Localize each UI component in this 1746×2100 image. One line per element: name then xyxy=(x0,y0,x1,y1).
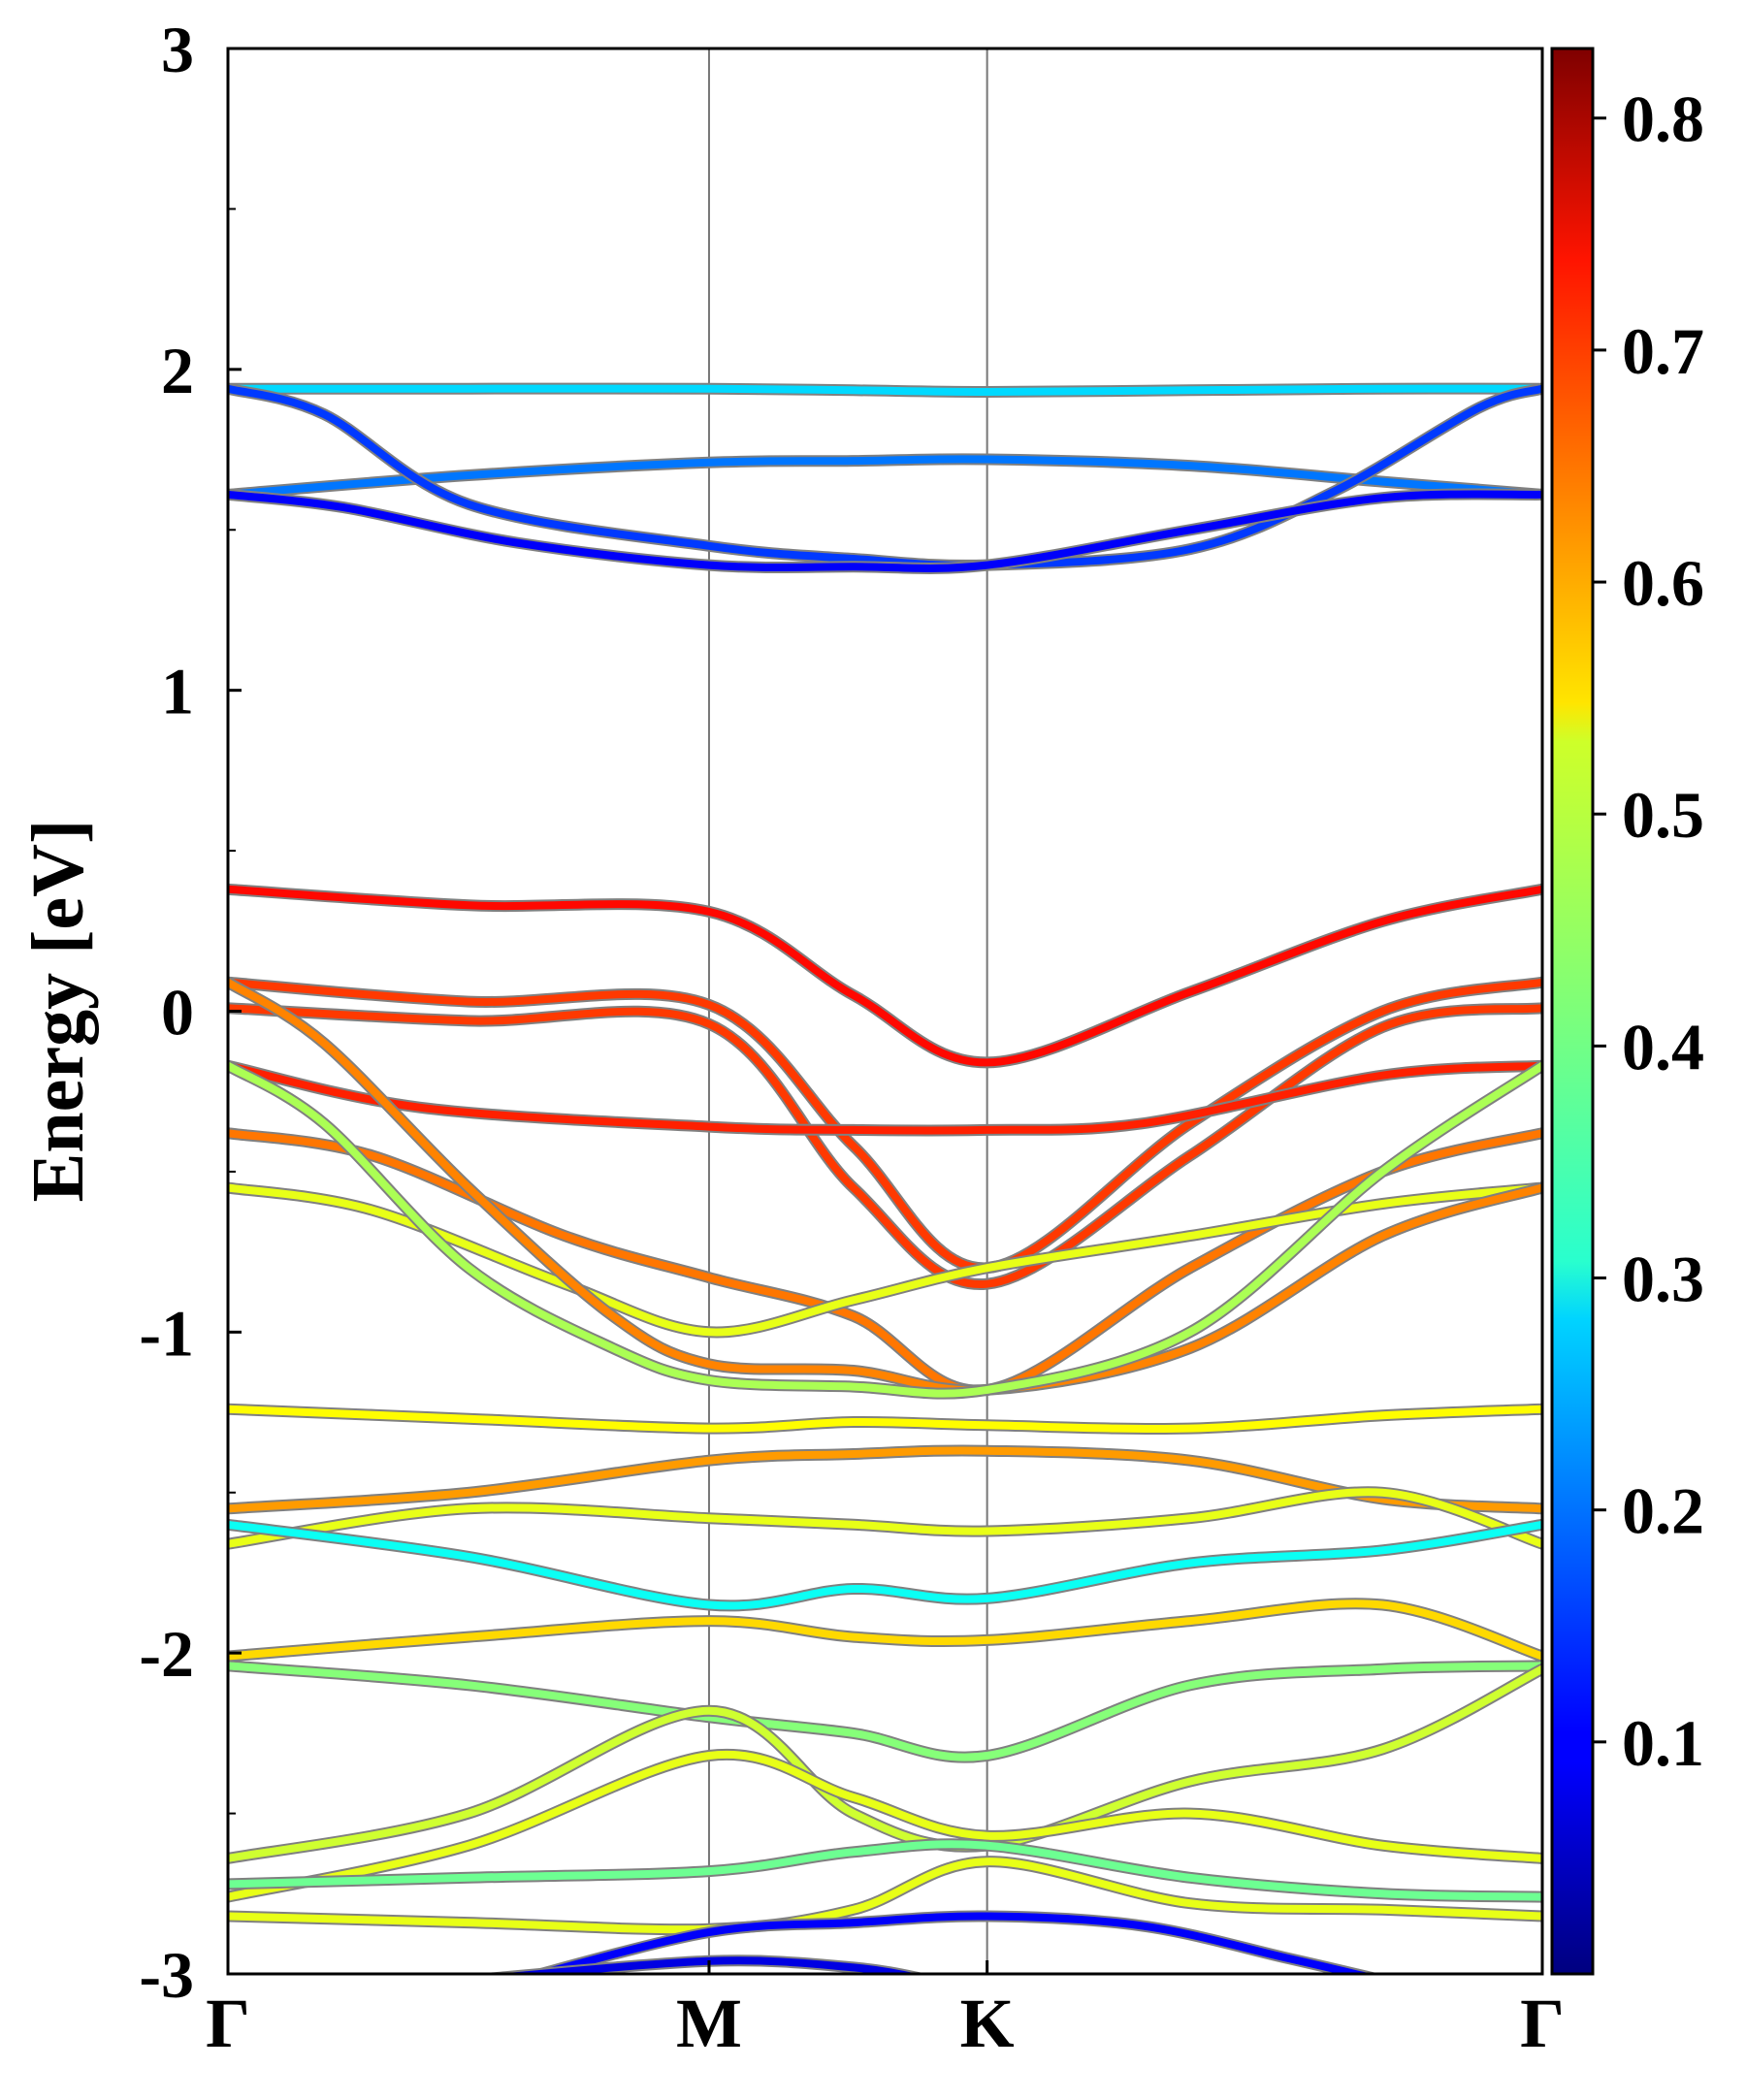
y-tick-label: 2 xyxy=(161,334,194,407)
band-line xyxy=(228,1488,1542,1548)
band-line xyxy=(228,1061,1542,1135)
kpoint-label: K xyxy=(960,1985,1015,2062)
y-tick-label: -3 xyxy=(139,1938,194,2012)
colorbar-tick-label: 0.1 xyxy=(1622,1706,1704,1780)
band-line xyxy=(228,1061,1542,1398)
colorbar-tick-label: 0.4 xyxy=(1622,1010,1704,1083)
band-line xyxy=(228,455,1542,499)
y-tick-label: 0 xyxy=(161,976,194,1050)
colorbar-tick-label: 0.2 xyxy=(1622,1474,1704,1548)
kpoint-lines xyxy=(707,48,988,1974)
colorbar-ticks: 0.1 0.2 0.3 0.4 0.5 0.6 0.7 0.8 xyxy=(1593,82,1704,1780)
y-axis-label: Energy [eV] xyxy=(17,820,99,1203)
band-line xyxy=(228,1520,1542,1610)
band-line xyxy=(228,1858,1542,1934)
band-line xyxy=(228,1662,1542,1761)
band-line xyxy=(228,1664,1542,1862)
band-line xyxy=(228,1840,1542,1901)
bands-group xyxy=(228,382,1542,1974)
kpoint-label: M xyxy=(676,1985,742,2062)
colorbar-tick-label: 0.7 xyxy=(1622,314,1704,388)
band-line xyxy=(526,1912,1373,1974)
y-tick-label: 1 xyxy=(161,655,194,728)
y-axis-ticks: 3 2 1 0 -1 -2 -3 xyxy=(139,13,242,2012)
y-tick-label: -1 xyxy=(139,1296,194,1370)
band-line xyxy=(228,1405,1542,1433)
band-line xyxy=(228,1129,1542,1395)
y-tick-label: 3 xyxy=(161,13,194,86)
band-line xyxy=(228,1750,1542,1901)
band-line xyxy=(228,978,1542,1395)
band-line xyxy=(228,1599,1542,1661)
colorbar-tick-label: 0.6 xyxy=(1622,546,1704,620)
band-line xyxy=(228,978,1542,1273)
band-line xyxy=(228,384,1542,397)
kpoint-label: Γ xyxy=(1520,1985,1565,2062)
colorbar-tick-label: 0.8 xyxy=(1622,82,1704,156)
y-tick-label: -2 xyxy=(139,1617,194,1691)
band-line xyxy=(228,490,1542,572)
band-line xyxy=(228,885,1542,1067)
colorbar-tick-label: 0.5 xyxy=(1622,778,1704,852)
colorbar xyxy=(1550,47,1595,1976)
band-line xyxy=(228,1004,1542,1288)
kpoint-label: Γ xyxy=(206,1985,250,2062)
colorbar-tick-label: 0.3 xyxy=(1622,1243,1704,1316)
